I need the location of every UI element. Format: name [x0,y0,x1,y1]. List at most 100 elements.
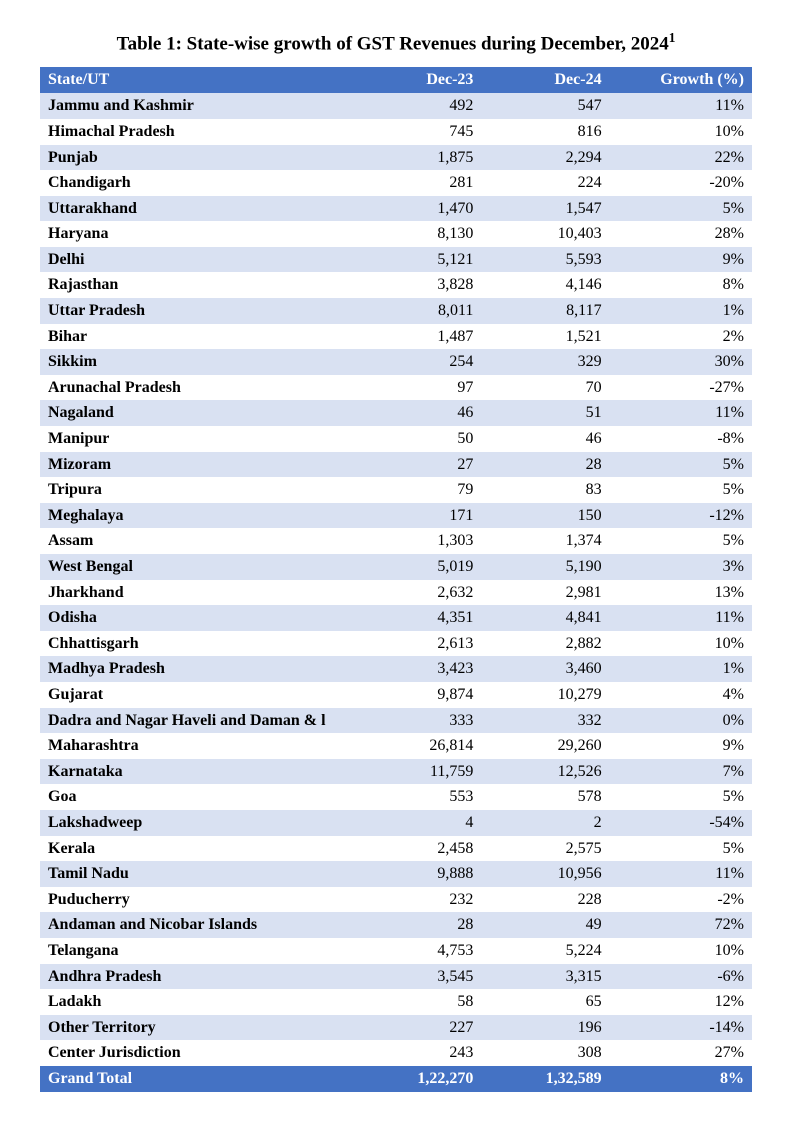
cell-state: Tamil Nadu [40,861,368,887]
cell-growth: -27% [610,375,752,401]
table-row: Assam1,3031,3745% [40,528,752,554]
cell-dec23: 28 [368,912,482,938]
cell-state: Delhi [40,247,368,273]
cell-dec24: 5,593 [481,247,609,273]
cell-dec23: 281 [368,170,482,196]
cell-dec23: 1,487 [368,324,482,350]
cell-state: Himachal Pradesh [40,119,368,145]
cell-growth: 3% [610,554,752,580]
cell-growth: 11% [610,605,752,631]
cell-dec23: 58 [368,989,482,1015]
table-row: Jammu and Kashmir49254711% [40,93,752,119]
table-row: Maharashtra26,81429,2609% [40,733,752,759]
table-row: Arunachal Pradesh9770-27% [40,375,752,401]
table-row: Telangana4,7535,22410% [40,938,752,964]
table-row: Other Territory227196-14% [40,1015,752,1041]
cell-dec23: 333 [368,708,482,734]
cell-growth: 5% [610,784,752,810]
table-row: Jharkhand2,6322,98113% [40,580,752,606]
cell-dec24: 2,981 [481,580,609,606]
cell-state: Goa [40,784,368,810]
cell-growth: 1% [610,656,752,682]
cell-growth: 22% [610,145,752,171]
table-row: Lakshadweep42-54% [40,810,752,836]
cell-dec23: 1,303 [368,528,482,554]
cell-dec23: 46 [368,400,482,426]
cell-dec23: 26,814 [368,733,482,759]
cell-state: Other Territory [40,1015,368,1041]
cell-dec23: 232 [368,887,482,913]
cell-state: Bihar [40,324,368,350]
cell-dec24: 3,460 [481,656,609,682]
cell-dec23: 3,423 [368,656,482,682]
cell-growth: 5% [610,452,752,478]
cell-state: Kerala [40,836,368,862]
table-row: Manipur5046-8% [40,426,752,452]
table-total-row: Grand Total 1,22,270 1,32,589 8% [40,1066,752,1092]
table-row: West Bengal5,0195,1903% [40,554,752,580]
cell-dec24: 5,190 [481,554,609,580]
table-row: Dadra and Nagar Haveli and Daman & l3333… [40,708,752,734]
table-header-row: State/UT Dec-23 Dec-24 Growth (%) [40,67,752,93]
cell-dec23: 8,011 [368,298,482,324]
cell-growth: -8% [610,426,752,452]
cell-dec24: 5,224 [481,938,609,964]
cell-state: Ladakh [40,989,368,1015]
cell-growth: 5% [610,196,752,222]
cell-dec23: 27 [368,452,482,478]
cell-growth: -6% [610,964,752,990]
cell-dec23: 2,458 [368,836,482,862]
cell-growth: 5% [610,528,752,554]
cell-growth: 4% [610,682,752,708]
cell-dec24: 224 [481,170,609,196]
cell-state: Meghalaya [40,503,368,529]
cell-state: West Bengal [40,554,368,580]
cell-dec24: 1,521 [481,324,609,350]
table-row: Ladakh586512% [40,989,752,1015]
cell-dec24: 2,882 [481,631,609,657]
cell-growth: 11% [610,400,752,426]
table-row: Madhya Pradesh3,4233,4601% [40,656,752,682]
cell-state: Uttarakhand [40,196,368,222]
cell-dec23: 97 [368,375,482,401]
cell-dec23: 50 [368,426,482,452]
gst-revenue-table: State/UT Dec-23 Dec-24 Growth (%) Jammu … [40,67,752,1092]
cell-growth: 1% [610,298,752,324]
table-row: Delhi5,1215,5939% [40,247,752,273]
cell-dec23: 492 [368,93,482,119]
total-growth: 8% [610,1066,752,1092]
cell-dec24: 2,575 [481,836,609,862]
cell-dec24: 578 [481,784,609,810]
table-title: Table 1: State-wise growth of GST Revenu… [40,30,752,55]
title-footnote: 1 [669,30,676,45]
cell-growth: 8% [610,272,752,298]
table-row: Nagaland465111% [40,400,752,426]
cell-growth: 5% [610,836,752,862]
total-label: Grand Total [40,1066,368,1092]
cell-dec23: 4 [368,810,482,836]
table-row: Andaman and Nicobar Islands284972% [40,912,752,938]
cell-growth: 5% [610,477,752,503]
cell-growth: 12% [610,989,752,1015]
table-row: Himachal Pradesh74581610% [40,119,752,145]
cell-dec24: 196 [481,1015,609,1041]
cell-state: Andaman and Nicobar Islands [40,912,368,938]
table-row: Uttarakhand1,4701,5475% [40,196,752,222]
total-dec23: 1,22,270 [368,1066,482,1092]
cell-state: Center Jurisdiction [40,1040,368,1066]
cell-dec23: 4,753 [368,938,482,964]
cell-dec24: 10,279 [481,682,609,708]
cell-state: Sikkim [40,349,368,375]
cell-dec23: 745 [368,119,482,145]
cell-state: Uttar Pradesh [40,298,368,324]
col-header-dec24: Dec-24 [481,67,609,93]
table-row: Puducherry232228-2% [40,887,752,913]
cell-dec24: 49 [481,912,609,938]
cell-state: Gujarat [40,682,368,708]
cell-growth: -54% [610,810,752,836]
cell-state: Chhattisgarh [40,631,368,657]
table-row: Karnataka11,75912,5267% [40,759,752,785]
total-dec24: 1,32,589 [481,1066,609,1092]
cell-growth: -20% [610,170,752,196]
cell-state: Jharkhand [40,580,368,606]
